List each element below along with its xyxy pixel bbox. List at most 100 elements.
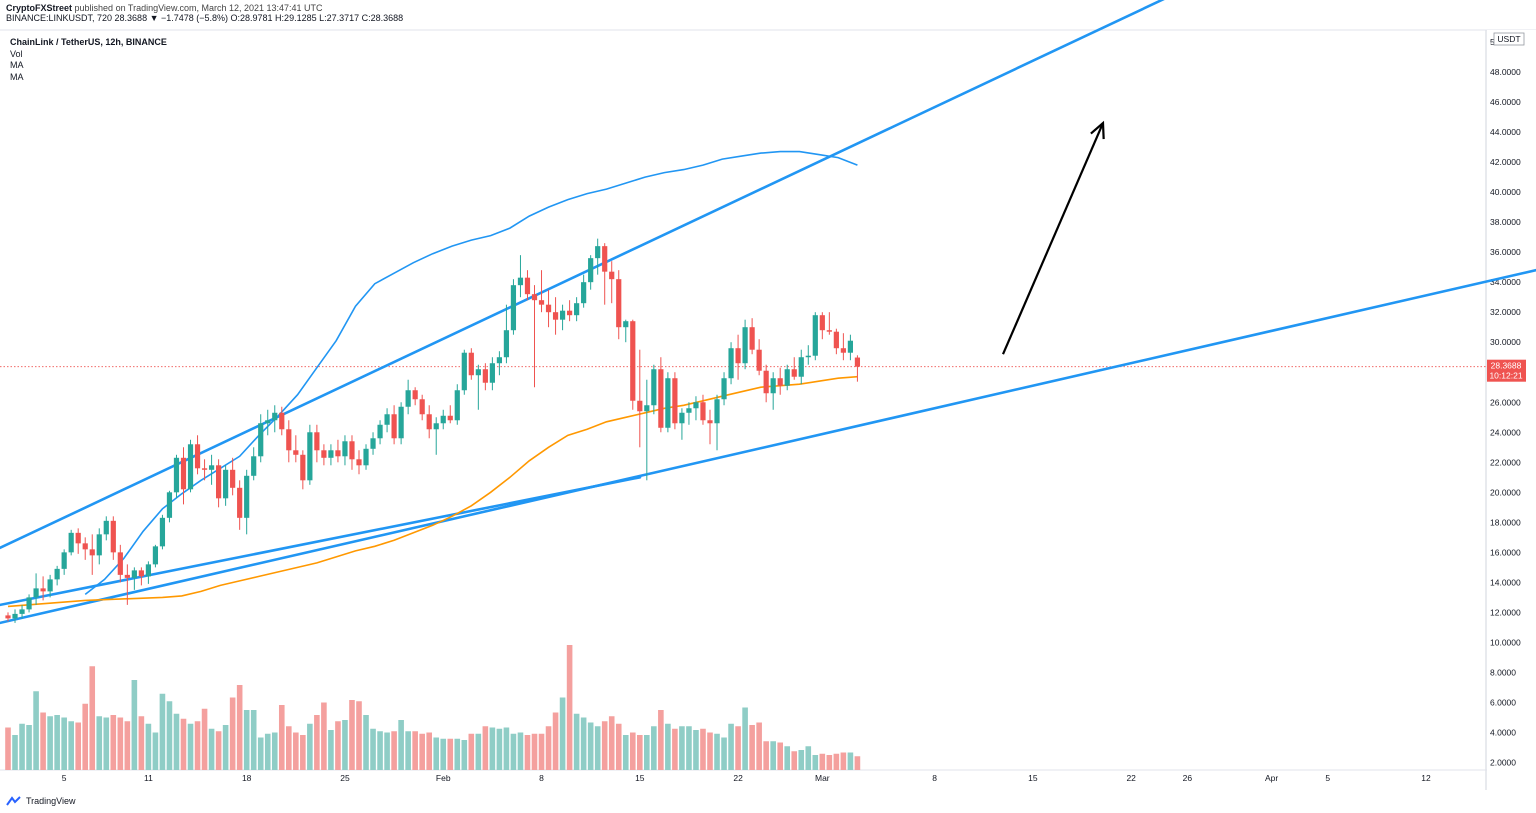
candle-body[interactable]	[524, 277, 531, 295]
candle-body[interactable]	[258, 423, 264, 457]
publisher-name[interactable]: CryptoFXStreet	[6, 3, 73, 13]
candle-body[interactable]	[496, 357, 502, 364]
candle-body[interactable]	[328, 450, 334, 458]
candle-body[interactable]	[40, 588, 46, 592]
candle-body[interactable]	[412, 390, 418, 400]
candle-body[interactable]	[166, 492, 173, 518]
candle-body[interactable]	[293, 450, 299, 455]
candle-body[interactable]	[756, 349, 762, 371]
candle-body[interactable]	[637, 400, 643, 412]
candle-body[interactable]	[588, 258, 594, 283]
candle-body[interactable]	[602, 246, 608, 272]
candle-body[interactable]	[187, 444, 194, 490]
candle-body[interactable]	[426, 414, 432, 430]
candle-body[interactable]	[251, 456, 257, 476]
candle-body[interactable]	[749, 327, 755, 350]
candle-body[interactable]	[721, 378, 727, 400]
candle-body[interactable]	[300, 454, 306, 481]
candle-body[interactable]	[75, 532, 81, 544]
candle-body[interactable]	[377, 424, 383, 439]
candle-body[interactable]	[784, 369, 790, 386]
candle-body[interactable]	[805, 355, 811, 358]
candle-body[interactable]	[552, 312, 559, 320]
candle-body[interactable]	[194, 444, 201, 469]
candle-body[interactable]	[763, 370, 769, 394]
candle-body[interactable]	[5, 615, 11, 619]
candle-body[interactable]	[82, 543, 88, 550]
candle-body[interactable]	[440, 415, 446, 424]
candle-body[interactable]	[349, 441, 355, 460]
candle-body[interactable]	[279, 412, 285, 430]
candle-body[interactable]	[201, 468, 208, 470]
candle-body[interactable]	[342, 441, 348, 457]
candle-body[interactable]	[714, 399, 720, 424]
ma-blue-line[interactable]	[84, 150, 858, 596]
candle-body[interactable]	[742, 327, 748, 364]
candle-body[interactable]	[672, 378, 678, 424]
candle-body[interactable]	[384, 414, 390, 425]
candle-body[interactable]	[391, 414, 397, 439]
candle-body[interactable]	[693, 402, 699, 409]
candle-body[interactable]	[581, 282, 587, 304]
candle-body[interactable]	[433, 423, 439, 430]
candle-body[interactable]	[840, 348, 846, 353]
trendline-lower-2[interactable]	[0, 476, 642, 607]
candle-body[interactable]	[321, 450, 327, 458]
candle-body[interactable]	[159, 517, 166, 547]
candle-body[interactable]	[510, 285, 517, 331]
candle-body[interactable]	[658, 369, 664, 428]
candle-body[interactable]	[89, 549, 95, 556]
candle-body[interactable]	[26, 597, 32, 610]
candle-body[interactable]	[517, 277, 524, 286]
candle-body[interactable]	[335, 450, 341, 457]
candle-body[interactable]	[489, 363, 495, 383]
candle-body[interactable]	[538, 300, 545, 305]
candle-body[interactable]	[595, 246, 601, 259]
candle-body[interactable]	[826, 330, 832, 332]
candle-body[interactable]	[503, 330, 510, 358]
candle-body[interactable]	[574, 303, 580, 316]
candle-body[interactable]	[103, 520, 109, 535]
candle-body[interactable]	[208, 465, 215, 470]
candle-body[interactable]	[180, 457, 187, 490]
candle-body[interactable]	[847, 340, 853, 353]
candle-body[interactable]	[468, 352, 474, 376]
candle-body[interactable]	[791, 369, 797, 377]
candle-body[interactable]	[454, 390, 460, 421]
candle-body[interactable]	[812, 315, 818, 356]
candle-body[interactable]	[230, 469, 236, 488]
candle-body[interactable]	[173, 457, 180, 493]
candle-body[interactable]	[609, 271, 615, 280]
candle-body[interactable]	[700, 402, 706, 421]
candle-body[interactable]	[630, 321, 636, 401]
candle-body[interactable]	[47, 579, 53, 592]
candle-body[interactable]	[545, 304, 552, 313]
candle-body[interactable]	[110, 520, 116, 553]
candle-body[interactable]	[819, 315, 825, 331]
projection-arrow[interactable]	[1001, 122, 1105, 355]
candle-body[interactable]	[833, 331, 839, 349]
candle-body[interactable]	[314, 432, 320, 451]
candle-body[interactable]	[138, 570, 144, 577]
candle-body[interactable]	[356, 459, 362, 466]
candle-body[interactable]	[623, 321, 629, 328]
candle-body[interactable]	[679, 412, 685, 424]
candle-body[interactable]	[237, 487, 243, 518]
candle-body[interactable]	[798, 357, 804, 377]
candle-body[interactable]	[152, 546, 159, 565]
ma-orange-line[interactable]	[7, 375, 858, 608]
currency-badge[interactable]	[1493, 32, 1525, 46]
candle-body[interactable]	[686, 408, 692, 413]
candle-body[interactable]	[665, 378, 671, 428]
candle-body[interactable]	[223, 469, 229, 499]
candle-body[interactable]	[707, 420, 713, 424]
candle-body[interactable]	[370, 438, 376, 449]
tradingview-brand[interactable]: TradingView	[6, 796, 76, 806]
trendline-lower[interactable]	[0, 268, 1536, 625]
candle-body[interactable]	[265, 420, 271, 424]
candle-body[interactable]	[770, 378, 776, 394]
candle-body[interactable]	[559, 310, 566, 320]
candle-body[interactable]	[461, 352, 467, 391]
candle-body[interactable]	[61, 552, 67, 569]
candle-body[interactable]	[124, 574, 130, 578]
